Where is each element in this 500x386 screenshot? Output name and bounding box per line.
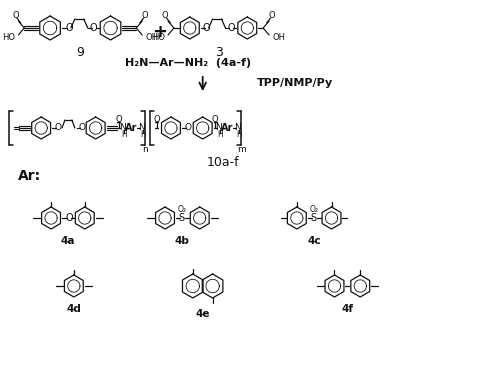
Text: O: O <box>212 115 218 124</box>
Text: 4f: 4f <box>342 304 353 314</box>
Text: TPP/NMP/Py: TPP/NMP/Py <box>257 78 334 88</box>
Text: O₂: O₂ <box>178 205 186 215</box>
Text: H: H <box>236 130 242 139</box>
Text: O: O <box>54 124 62 132</box>
Text: O: O <box>203 23 210 33</box>
Text: S: S <box>310 213 316 223</box>
Text: 4d: 4d <box>66 304 82 314</box>
Text: Ar: Ar <box>222 123 234 133</box>
Text: 3: 3 <box>214 46 222 59</box>
Text: O: O <box>154 115 160 124</box>
Text: HO: HO <box>152 32 165 42</box>
Text: Ar: Ar <box>125 123 138 133</box>
Text: H₂N—Ar—NH₂  (4a-f): H₂N—Ar—NH₂ (4a-f) <box>125 58 251 68</box>
Text: O₂: O₂ <box>309 205 318 215</box>
Text: O: O <box>228 23 235 33</box>
Text: N: N <box>234 124 241 132</box>
Text: N: N <box>138 124 145 132</box>
Text: O: O <box>65 23 72 33</box>
Text: H: H <box>121 130 127 139</box>
Text: 4e: 4e <box>196 309 210 319</box>
Text: OH: OH <box>145 32 158 42</box>
Text: O: O <box>116 115 122 124</box>
Text: O: O <box>12 12 18 20</box>
Text: m: m <box>237 146 246 154</box>
Text: H: H <box>140 130 146 139</box>
Text: O: O <box>78 124 86 132</box>
Text: O: O <box>142 12 148 20</box>
Text: 10a-f: 10a-f <box>206 156 239 169</box>
Text: O: O <box>65 213 72 223</box>
Text: O: O <box>90 23 98 33</box>
Text: N: N <box>215 124 222 132</box>
Text: H: H <box>217 130 223 139</box>
Text: 4c: 4c <box>308 236 321 246</box>
Text: n: n <box>142 146 148 154</box>
Text: OH: OH <box>272 32 285 42</box>
Text: N: N <box>119 124 126 132</box>
Text: S: S <box>179 213 185 223</box>
Text: HO: HO <box>2 32 16 42</box>
Text: +: + <box>152 23 168 41</box>
Text: 4a: 4a <box>60 236 75 246</box>
Text: O: O <box>268 12 276 20</box>
Text: O: O <box>162 12 168 20</box>
Text: 9: 9 <box>76 46 84 59</box>
Text: 4b: 4b <box>175 236 190 246</box>
Text: Ar:: Ar: <box>18 169 42 183</box>
Text: O: O <box>184 124 192 132</box>
